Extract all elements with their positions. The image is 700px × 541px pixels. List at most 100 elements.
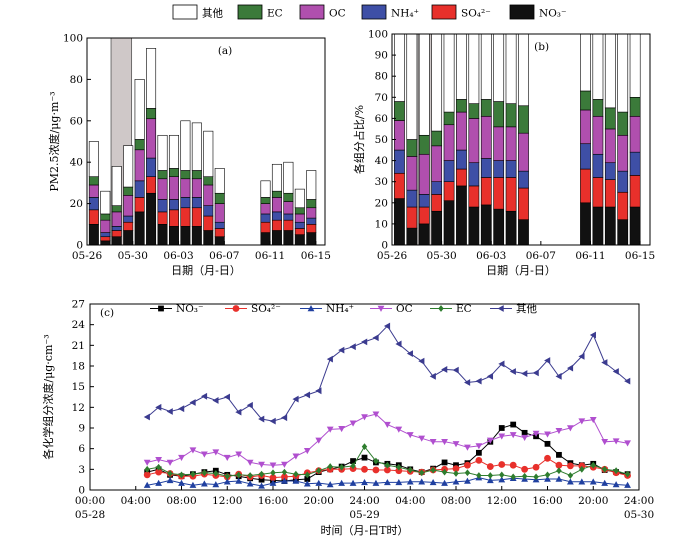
data-point-ec [178, 471, 185, 479]
y-tick-label: 0 [78, 485, 85, 497]
bar-segment-no3 [203, 230, 214, 246]
data-point-other [361, 338, 368, 346]
bar-segment-nh4 [431, 181, 443, 195]
bar-segment-other [431, 33, 443, 132]
data-point-nh4 [372, 479, 380, 486]
data-point-other [475, 377, 482, 385]
data-point-ec [304, 471, 311, 479]
bar-segment-other [283, 161, 294, 194]
bar-segment-ec [306, 199, 317, 209]
data-point-legend-other [497, 305, 504, 312]
x-tick-label: 24:00 [624, 495, 654, 507]
data-point-other [612, 368, 619, 375]
data-point-ec [293, 470, 299, 478]
data-point-ec [338, 463, 345, 471]
bar-segment-oc [580, 109, 591, 145]
y-tick-label: 20 [375, 197, 388, 209]
bar-segment-so4 [111, 230, 122, 238]
bar-segment-nh4 [100, 232, 111, 238]
legend-label-other: 其他 [202, 7, 223, 20]
bar-segment-no3 [468, 206, 480, 246]
data-point-nh4 [498, 476, 506, 483]
data-point-other [624, 377, 631, 385]
bar-segment-oc [629, 115, 641, 153]
data-point-other [155, 403, 162, 411]
data-point-nh4 [578, 478, 586, 485]
y-tick-label: 80 [70, 74, 83, 86]
data-point-ec [510, 473, 516, 481]
legend-label-ec: EC [456, 303, 472, 315]
bar-segment-so4 [394, 172, 405, 199]
x-tick-label: 05-26 [72, 250, 103, 262]
bar-segment-oc [191, 178, 202, 198]
bar-segment-ec [146, 108, 157, 120]
bar-segment-ec [443, 111, 455, 126]
bar-segment-oc [505, 126, 517, 161]
bar-segment-so4 [480, 177, 492, 206]
bar-segment-oc [260, 203, 271, 215]
data-point-oc [509, 432, 517, 439]
y-tick-label: 6 [78, 443, 85, 455]
y-tick-label: 12 [72, 402, 85, 414]
x-tick-label: 05-30 [118, 250, 148, 262]
bar-segment-other [271, 163, 282, 192]
x-tick-label: 20:00 [304, 495, 334, 507]
data-point-oc [406, 432, 414, 439]
data-point-other [406, 350, 413, 357]
bar-segment-other [629, 33, 641, 98]
bar-segment-so4 [493, 177, 505, 210]
bar-segment-ec [123, 186, 134, 196]
x-tick-label: 06-15 [625, 250, 655, 262]
bar-segment-nh4 [168, 199, 179, 211]
bar-segment-oc [431, 145, 443, 183]
data-point-nh4 [486, 476, 494, 484]
data-point-oc [326, 426, 334, 433]
y-tick-label: 60 [375, 113, 388, 125]
bar-segment-ec [203, 176, 214, 186]
top-legend: 其他 EC OC NH₄⁺ SO₄²⁻ NO₃⁻ [172, 4, 567, 20]
bar-segment-so4 [203, 215, 214, 231]
bar-segment-so4 [294, 228, 305, 235]
bar-segment-oc [214, 203, 225, 223]
x-tick-label: 24:00 [349, 495, 379, 507]
bar-segment-so4 [283, 219, 294, 231]
bar-segment-other [180, 120, 191, 171]
bar-segment-ec [406, 139, 418, 157]
data-point-nh4 [441, 479, 448, 486]
bar-segment-ec [418, 134, 430, 155]
bar-segment-ec [505, 103, 517, 128]
bar-segment-oc [180, 178, 191, 198]
data-point-ec [281, 468, 288, 476]
data-point-nh4 [315, 479, 323, 486]
bar-segment-other [394, 33, 405, 102]
bar-segment-nh4 [394, 149, 405, 174]
data-point-other [544, 357, 551, 364]
data-point-other [200, 392, 208, 400]
data-point-ec [316, 467, 322, 475]
data-point-other [349, 343, 356, 351]
data-point-nh4 [189, 481, 197, 488]
data-point-nh4 [303, 480, 311, 487]
data-point-nh4 [589, 478, 597, 485]
data-point-ec [373, 457, 379, 465]
bar-segment-nh4 [629, 151, 641, 176]
bar-segment-no3 [180, 226, 191, 246]
bar-segment-ec [134, 139, 145, 151]
data-point-so4 [464, 461, 471, 469]
x-tick-label: 08:00 [441, 495, 471, 507]
data-point-oc [601, 439, 609, 446]
bar-segment-oc [294, 213, 305, 223]
x-tick-label: 12:00 [212, 495, 242, 507]
data-point-nh4 [258, 482, 265, 489]
data-point-ec [464, 469, 471, 477]
data-point-so4 [372, 466, 380, 474]
data-point-oc [303, 448, 311, 455]
data-point-oc [452, 441, 460, 448]
bar-segment-so4 [431, 194, 443, 212]
y-tick-label: 30 [375, 176, 388, 188]
bar-segment-so4 [88, 209, 99, 225]
bar-segment-oc [100, 219, 111, 233]
data-point-nh4 [223, 478, 231, 485]
data-point-other [292, 395, 299, 403]
legend-swatch-nh4 [361, 4, 387, 20]
